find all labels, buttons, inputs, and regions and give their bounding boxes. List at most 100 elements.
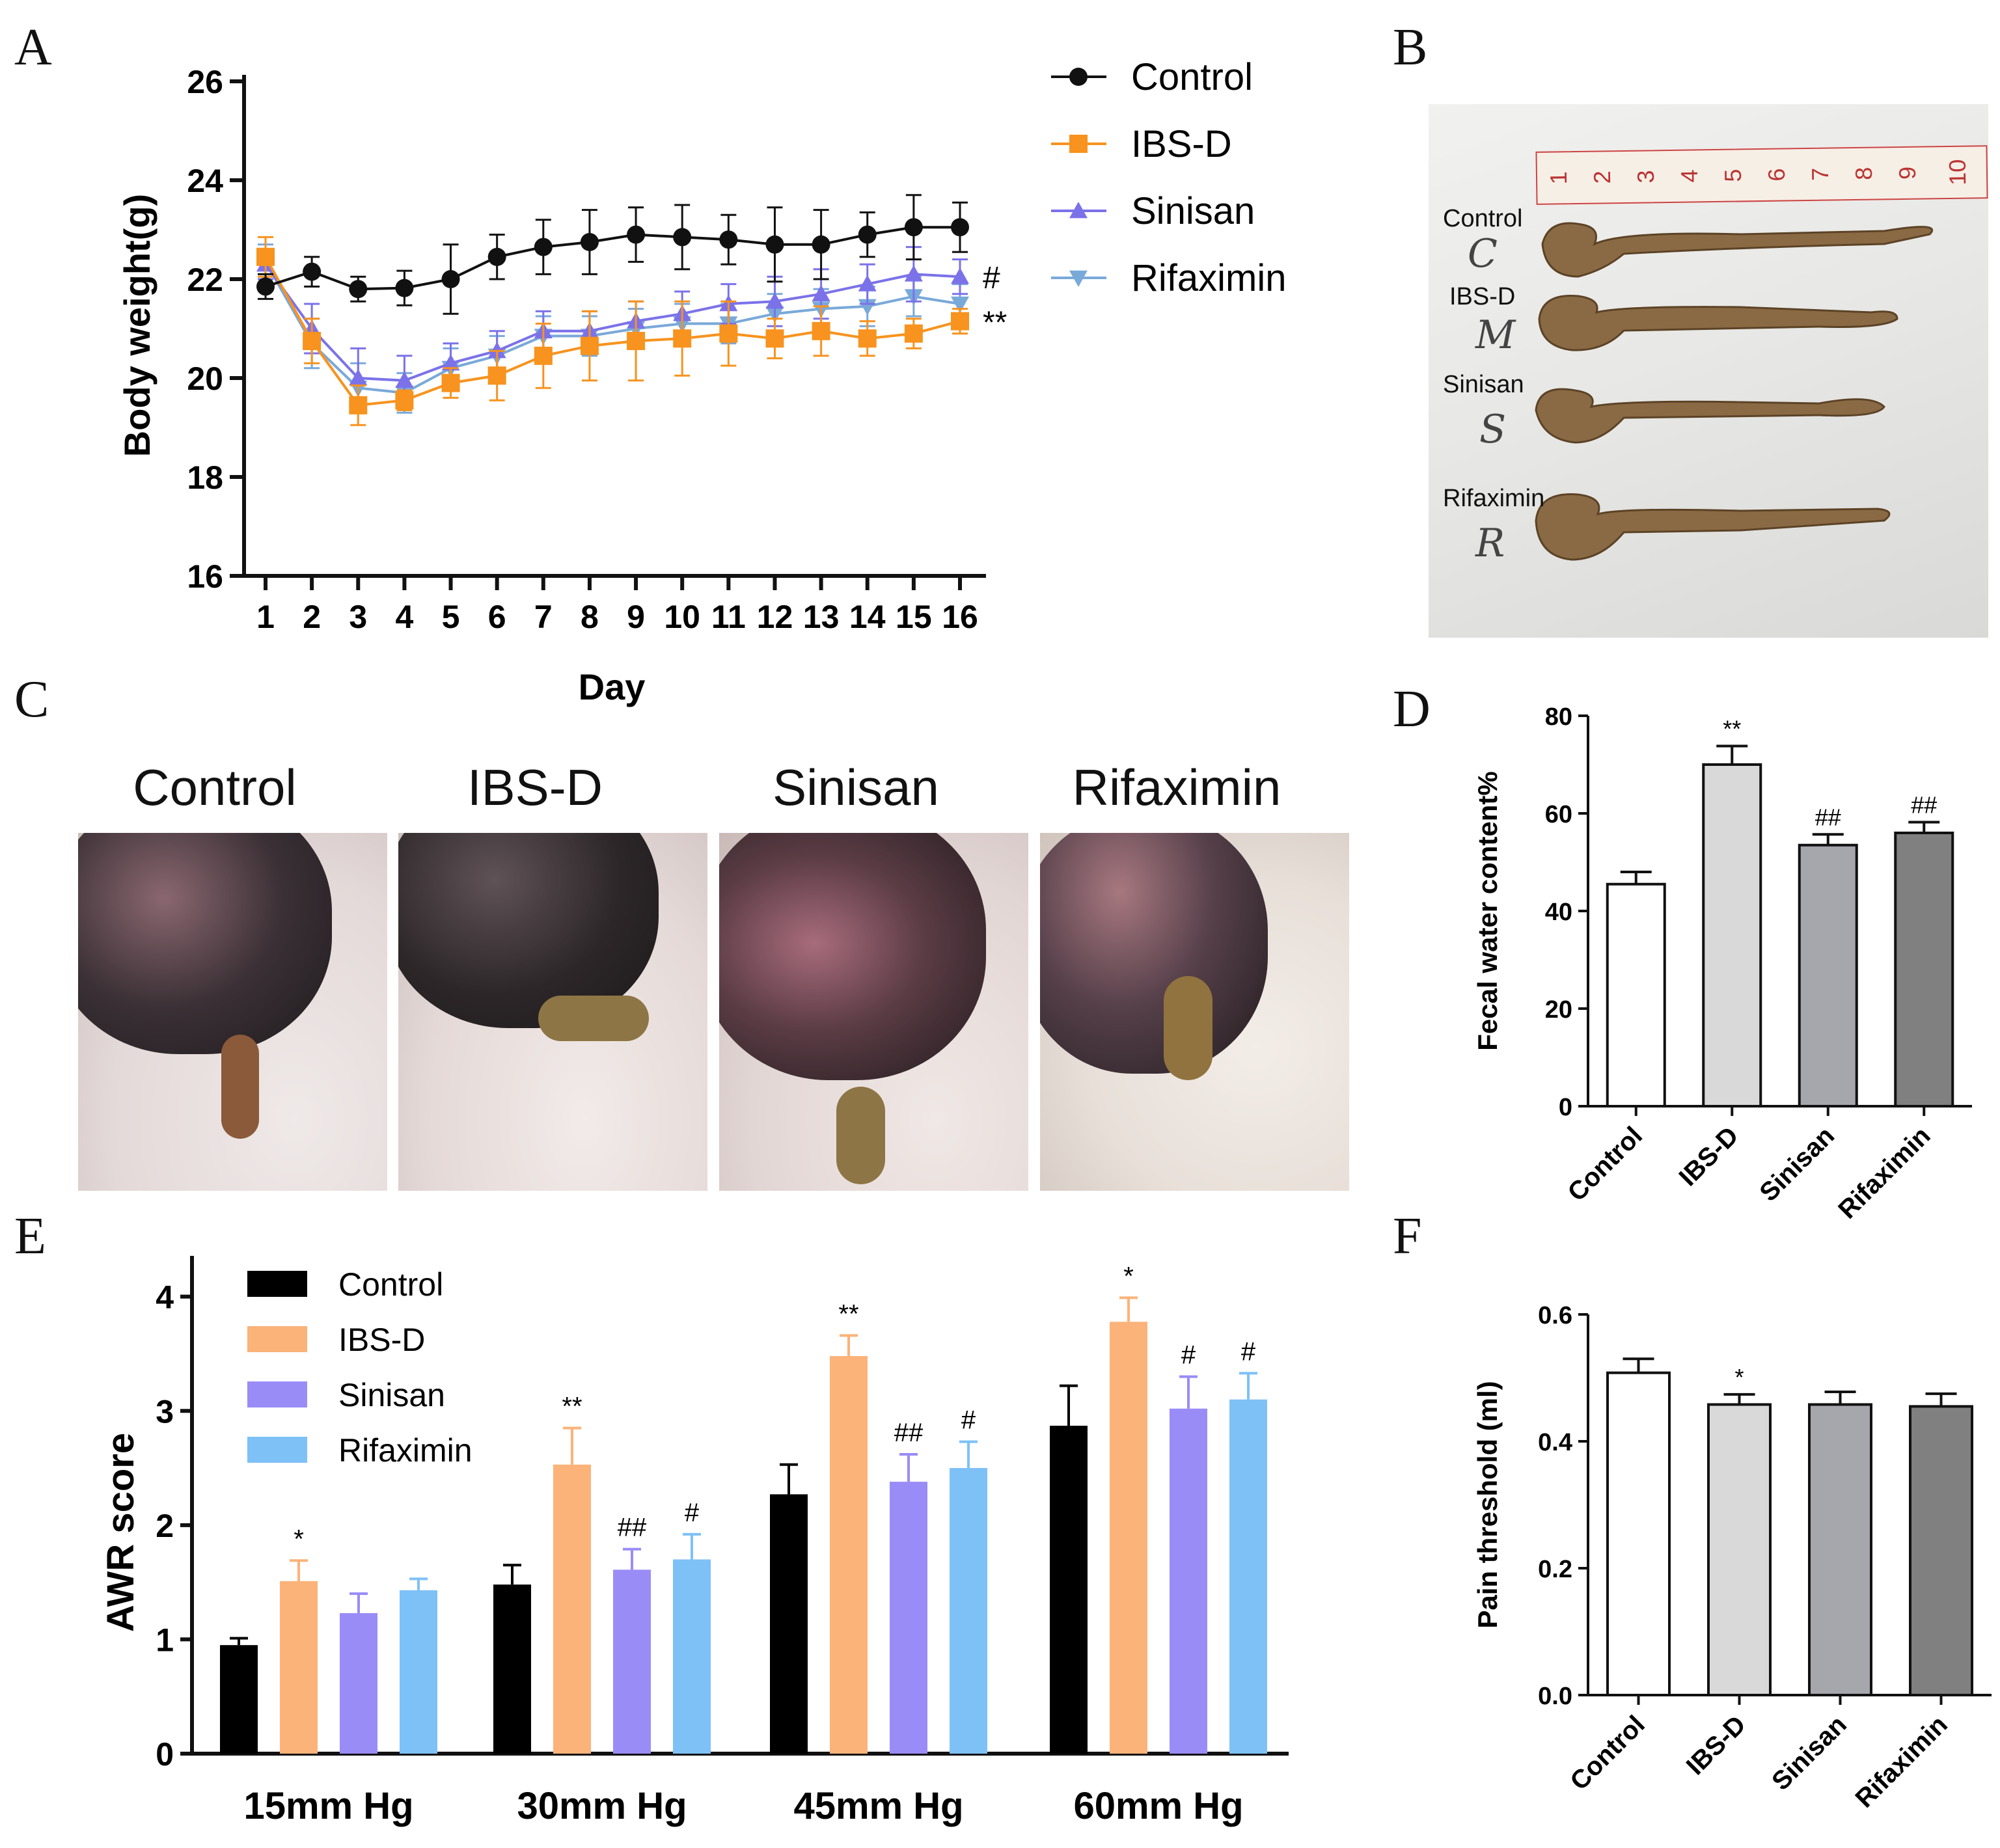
stool-photo-rifaximin xyxy=(1040,833,1349,1191)
bar-ibs-d xyxy=(1707,1403,1772,1696)
data-point xyxy=(534,346,553,365)
significance-mark: ** xyxy=(983,306,1007,340)
x-tick-label: 13 xyxy=(803,599,840,635)
significance-mark: * xyxy=(294,1525,304,1553)
significance-mark: * xyxy=(1123,1262,1134,1290)
data-point xyxy=(673,228,692,247)
x-tick-label: 10 xyxy=(664,599,700,635)
bar-ibs-d xyxy=(1702,763,1762,1107)
panel-label-a: A xyxy=(14,19,52,76)
data-point xyxy=(256,247,275,266)
y-tick-label: 80 xyxy=(1545,703,1572,731)
data-point xyxy=(951,296,969,313)
legend-label: Control xyxy=(338,1266,443,1303)
data-point xyxy=(627,225,646,244)
bar-control xyxy=(770,1494,808,1754)
legend-label: Control xyxy=(1131,56,1253,98)
data-point xyxy=(395,391,414,410)
data-point xyxy=(673,329,692,348)
data-point xyxy=(534,238,553,256)
legend-label: Sinisan xyxy=(1131,190,1255,232)
stool-photo-sinisan xyxy=(719,833,1028,1191)
y-tick-label: 18 xyxy=(187,459,223,496)
x-tick-label: 9 xyxy=(627,599,645,635)
bar-rifaximin xyxy=(1229,1399,1267,1754)
colon-ibsd xyxy=(1538,294,1898,351)
data-point xyxy=(580,233,599,251)
data-point xyxy=(303,262,322,281)
bar-control xyxy=(1606,1371,1671,1696)
panel-label-c: C xyxy=(14,671,49,728)
significance-mark: ** xyxy=(838,1299,858,1328)
significance-mark: # xyxy=(1241,1337,1256,1366)
x-tick-label: Control xyxy=(1565,1710,1651,1796)
data-point xyxy=(858,275,877,292)
x-tick-label: 11 xyxy=(711,599,746,635)
data-point xyxy=(858,225,877,244)
fecal-water-bar-chart: 0 20 40 60 80 Control ** IBS-D ## Sinisan ## Rifaxi… xyxy=(1472,703,1972,1225)
colon-sinisan xyxy=(1535,388,1885,444)
data-point xyxy=(719,324,738,343)
data-point xyxy=(951,218,969,237)
data-point xyxy=(349,280,368,299)
data-point xyxy=(487,366,506,385)
data-point xyxy=(765,329,784,348)
data-point xyxy=(719,230,738,249)
bar-ibs-d xyxy=(553,1464,591,1754)
legend-marker xyxy=(1069,202,1088,219)
x-axis-title: Day xyxy=(579,666,646,707)
x-tick-label: Sinisan xyxy=(1766,1710,1852,1796)
legend-swatch xyxy=(247,1271,307,1297)
significance-mark: # xyxy=(685,1499,700,1527)
handwritten-m: M xyxy=(1475,312,1516,358)
y-tick-label: 0.4 xyxy=(1538,1429,1572,1456)
photo-title-ibsd: IBS-D xyxy=(467,759,603,816)
data-point xyxy=(395,371,414,388)
colon-label-ibsd: IBS-D xyxy=(1449,283,1516,310)
series-control xyxy=(256,194,969,315)
colon-label-sinisan: Sinisan xyxy=(1443,371,1524,398)
y-tick-label: 0 xyxy=(156,1736,174,1773)
bar-control xyxy=(493,1584,531,1754)
y-tick-label: 0.6 xyxy=(1538,1302,1572,1329)
y-tick-label: 0.2 xyxy=(1538,1556,1572,1583)
bar-rifaximin xyxy=(1894,832,1954,1107)
x-tick-label: 14 xyxy=(849,599,886,635)
series-line xyxy=(264,264,961,382)
y-tick-label: 40 xyxy=(1545,899,1572,926)
data-point xyxy=(951,267,969,284)
x-tick-label: 60mm Hg xyxy=(1073,1785,1243,1827)
significance-mark: ** xyxy=(1723,716,1741,742)
legend-label: IBS-D xyxy=(338,1322,425,1358)
data-point xyxy=(812,235,830,254)
stool-photo-ibsd xyxy=(398,833,707,1191)
bar-sinisan xyxy=(1808,1403,1872,1696)
significance-mark: ## xyxy=(1815,804,1841,830)
legend-label: Sinisan xyxy=(338,1377,445,1413)
x-tick-label: Sinisan xyxy=(1754,1121,1840,1207)
data-point xyxy=(349,396,368,414)
y-tick-label: 24 xyxy=(187,163,223,199)
bar-rifaximin xyxy=(950,1468,987,1754)
photo-title-rifaximin: Rifaximin xyxy=(1072,759,1281,816)
series-rifaximin xyxy=(256,243,969,414)
series-ibs-d xyxy=(256,236,969,426)
data-point xyxy=(765,235,784,254)
data-point xyxy=(765,292,784,309)
x-tick-label: 4 xyxy=(395,599,413,635)
data-point xyxy=(303,332,322,350)
y-tick-label: 0 xyxy=(1559,1094,1572,1121)
data-point xyxy=(904,218,923,237)
pain-threshold-bar-chart: 0.0 0.2 0.4 0.6 Control * IBS-D SinisanRifaximi… xyxy=(1472,1302,1992,1814)
handwritten-r: R xyxy=(1475,521,1505,566)
legend-swatch xyxy=(247,1326,307,1352)
x-tick-label: 12 xyxy=(757,599,793,635)
legend-marker xyxy=(1069,135,1088,153)
y-tick-label: 60 xyxy=(1545,801,1572,828)
bar-ibs-d xyxy=(280,1581,318,1754)
data-point xyxy=(349,369,368,386)
legend-marker xyxy=(1069,270,1088,287)
data-point xyxy=(627,332,646,350)
x-tick-label: 5 xyxy=(442,599,460,635)
bar-control xyxy=(1606,882,1666,1107)
